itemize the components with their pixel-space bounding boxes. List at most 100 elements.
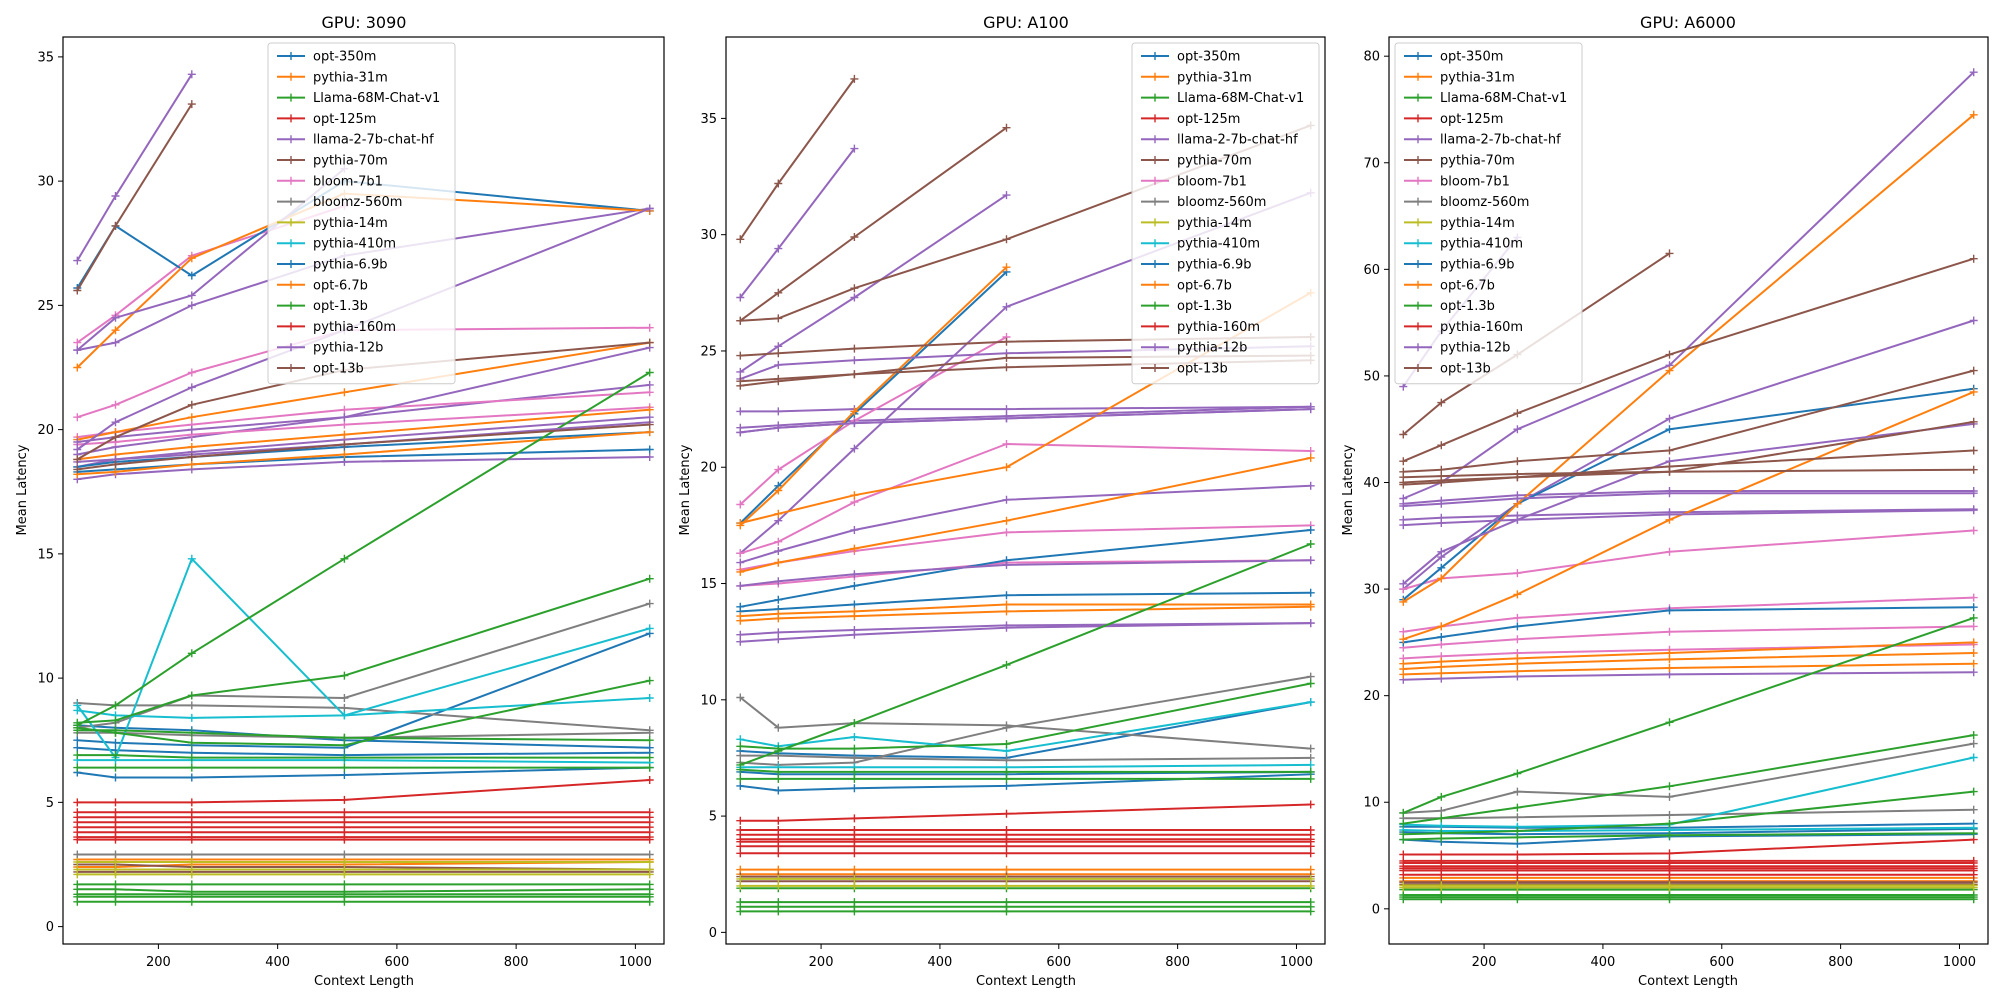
legend-marker [1414,218,1422,227]
data-point-marker [73,445,82,454]
data-point-marker [340,703,349,712]
data-point-marker [850,733,859,741]
data-point-marker [645,388,654,397]
data-point-marker [736,630,745,639]
data-point-marker [1665,859,1674,867]
data-point-marker [736,316,745,325]
legend-label: pythia-14m [1177,216,1252,231]
y-tick-label: 30 [700,228,717,243]
data-point-marker [850,837,859,846]
data-point-marker [1437,499,1446,508]
data-point-marker [1306,556,1315,565]
data-point-marker [1399,502,1408,510]
legend-label: bloom-7b1 [1440,174,1510,189]
data-point-marker [774,516,783,525]
legend-marker [1151,322,1159,331]
data-point-marker [736,898,745,907]
data-point-marker [1002,740,1011,748]
data-point-marker [850,874,859,883]
data-point-marker [1002,516,1011,525]
data-point-marker [736,293,745,302]
data-point-marker [340,430,349,439]
data-point-marker [1437,633,1446,641]
legend-label: opt-350m [1440,50,1503,65]
data-point-marker [645,420,654,429]
legend-label: bloomz-560m [313,195,402,210]
data-point-marker [187,858,196,866]
data-point-marker [1306,481,1315,490]
data-point-marker [645,323,654,332]
data-point-marker [111,192,120,200]
data-point-marker [850,344,859,353]
data-point-marker [774,774,783,783]
data-point-marker [187,301,196,310]
data-point-marker [774,849,783,858]
data-point-marker [736,816,745,825]
data-point-marker [736,367,745,376]
data-point-marker [1969,859,1978,867]
data-point-marker [1665,718,1674,727]
data-point-marker [645,445,654,454]
data-point-marker [1513,803,1522,812]
legend-label: Llama-68M-Chat-v1 [313,91,440,106]
legend-marker [1414,176,1422,185]
data-point-marker [774,577,783,586]
data-point-marker [774,407,783,416]
data-point-marker [1513,859,1522,867]
data-point-marker [1002,528,1011,537]
data-point-marker [645,736,654,745]
legend-label: pythia-410m [1177,237,1260,252]
legend-label: opt-6.7b [1177,278,1232,293]
data-point-marker [1306,540,1315,548]
data-point-marker [774,830,783,839]
data-point-marker [73,833,82,842]
data-point-marker [340,880,349,889]
legend-marker [1414,52,1422,60]
y-tick-label: 10 [700,693,717,708]
data-point-marker [1969,739,1978,748]
data-point-marker [1513,569,1522,578]
legend-label: pythia-6.9b [1177,258,1251,273]
data-point-marker [1306,588,1315,597]
y-tick-label: 0 [709,926,717,941]
legend-label: opt-350m [313,50,376,65]
data-point-marker [187,425,196,434]
data-point-marker [850,293,859,302]
data-point-marker [850,774,859,783]
data-point-marker [736,519,745,528]
data-point-marker [1437,657,1446,666]
data-point-marker [736,874,745,883]
data-point-marker [340,771,349,779]
data-point-marker [1002,414,1011,423]
legend-marker [1414,93,1422,102]
data-point-marker [187,798,196,807]
data-point-marker [1002,560,1011,569]
data-point-marker [850,767,859,776]
y-axis-label: Mean Latency [15,444,30,535]
data-point-marker [1969,446,1978,455]
data-point-marker [1399,635,1408,644]
data-point-marker [850,753,859,762]
data-point-marker [1437,792,1446,801]
data-point-marker [1399,819,1408,828]
data-point-marker [187,383,196,392]
data-point-marker [1969,465,1978,474]
data-point-marker [1399,473,1408,482]
data-point-marker [73,751,82,760]
legend-marker [287,52,295,60]
data-point-marker [1437,814,1446,823]
data-point-marker [850,233,859,241]
data-point-marker [1665,811,1674,819]
data-point-marker [111,326,120,335]
data-point-marker [1969,417,1978,426]
data-point-marker [645,870,654,879]
data-point-marker [645,813,654,822]
data-point-marker [736,581,745,590]
data-point-marker [645,753,654,762]
data-point-marker [111,467,120,476]
data-point-marker [1969,366,1978,375]
data-point-marker [73,256,82,265]
legend-label: pythia-12b [313,341,383,356]
data-point-marker [850,74,859,83]
data-point-marker [645,574,654,583]
